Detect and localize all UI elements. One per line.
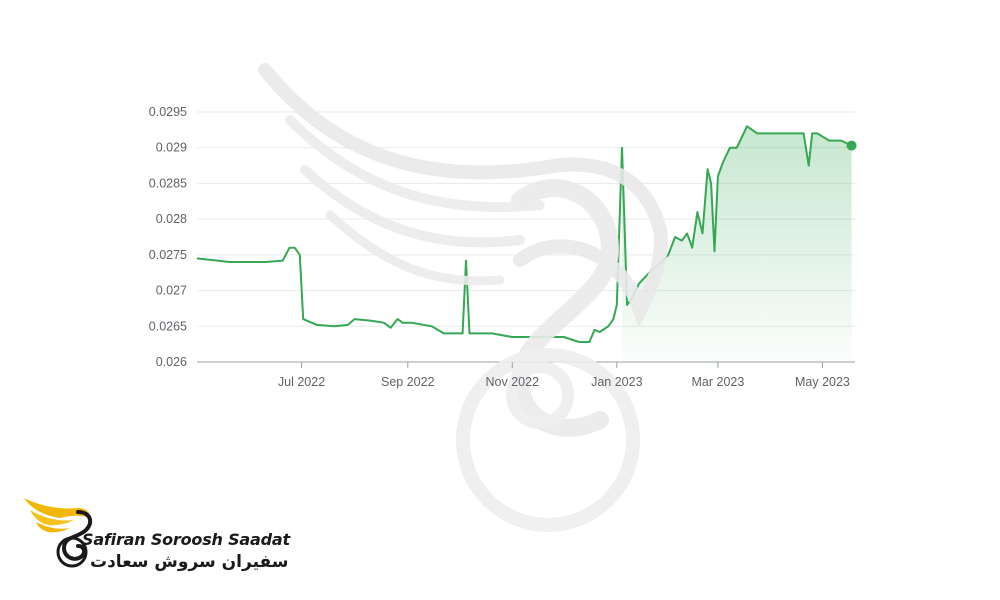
y-tick-label: 0.0265 [149, 319, 187, 333]
series-area [622, 126, 852, 362]
last-point-dot [846, 140, 857, 151]
y-tick-label: 0.0295 [149, 105, 187, 119]
y-tick-label: 0.0285 [149, 176, 187, 190]
x-tick-label: Jul 2022 [278, 375, 325, 389]
x-tick-label: Nov 2022 [486, 375, 540, 389]
axis-ticks: 0.026 0.0265 0.027 0.0275 0.028 0.0285 0.029 0.… [149, 105, 850, 389]
y-tick-label: 0.027 [156, 284, 187, 298]
brand-logo: Safiran Soroosh Saadat سفیران سروش سعادت [20, 492, 300, 582]
x-tick-label: Jan 2023 [591, 375, 642, 389]
logo-text-persian: سفیران سروش سعادت [90, 552, 289, 572]
x-tick-label: Mar 2023 [692, 375, 745, 389]
y-tick-label: 0.029 [156, 141, 187, 155]
logo-text-english: Safiran Soroosh Saadat [82, 530, 290, 549]
y-tick-label: 0.026 [156, 355, 187, 369]
series-path [196, 125, 853, 343]
bird-logo-icon [24, 498, 93, 568]
area-fill [622, 126, 852, 362]
y-tick-label: 0.028 [156, 212, 187, 226]
series-line [196, 125, 853, 343]
last-point-marker [846, 140, 857, 151]
x-tick-label: May 2023 [795, 375, 850, 389]
watermark-logo [258, 63, 668, 532]
x-tick-label: Sep 2022 [381, 375, 435, 389]
y-tick-label: 0.0275 [149, 248, 187, 262]
